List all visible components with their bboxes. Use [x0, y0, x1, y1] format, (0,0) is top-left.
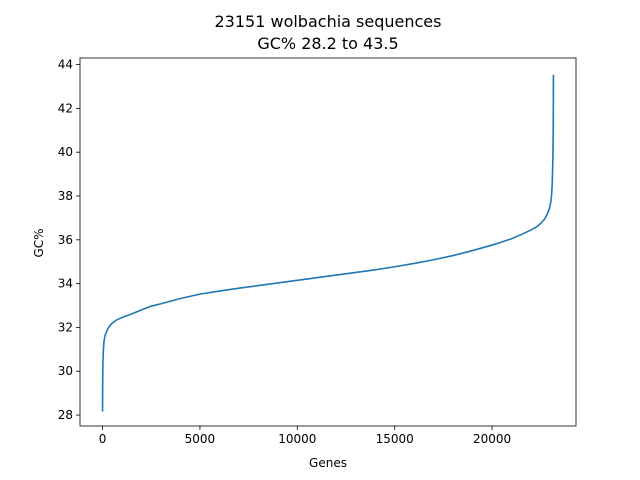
chart-title: 23151 wolbachia sequences — [215, 12, 442, 31]
y-tick-label: 30 — [58, 364, 73, 378]
y-tick-label: 38 — [58, 189, 73, 203]
y-tick-label: 42 — [58, 101, 73, 115]
chart-subtitle: GC% 28.2 to 43.5 — [257, 34, 398, 53]
y-tick-label: 40 — [58, 145, 73, 159]
x-tick-label: 15000 — [376, 432, 414, 446]
x-axis-label: Genes — [309, 456, 347, 470]
x-tick-label: 0 — [99, 432, 107, 446]
x-tick-label: 20000 — [473, 432, 511, 446]
x-tick-label: 10000 — [278, 432, 316, 446]
y-axis-label: GC% — [32, 228, 46, 257]
series-line-1 — [101, 74, 555, 412]
y-tick-label: 36 — [58, 233, 73, 247]
plot-area: 0 5000 10000 15000 20000 28 30 32 34 36 38 40 42 44 — [58, 57, 577, 446]
y-tick-label: 34 — [58, 277, 73, 291]
x-tick-label: 5000 — [185, 432, 216, 446]
y-tick-label: 32 — [58, 320, 73, 334]
axes-frame — [79, 57, 577, 427]
y-tick-label: 28 — [58, 408, 73, 422]
y-tick-label: 44 — [58, 58, 73, 72]
